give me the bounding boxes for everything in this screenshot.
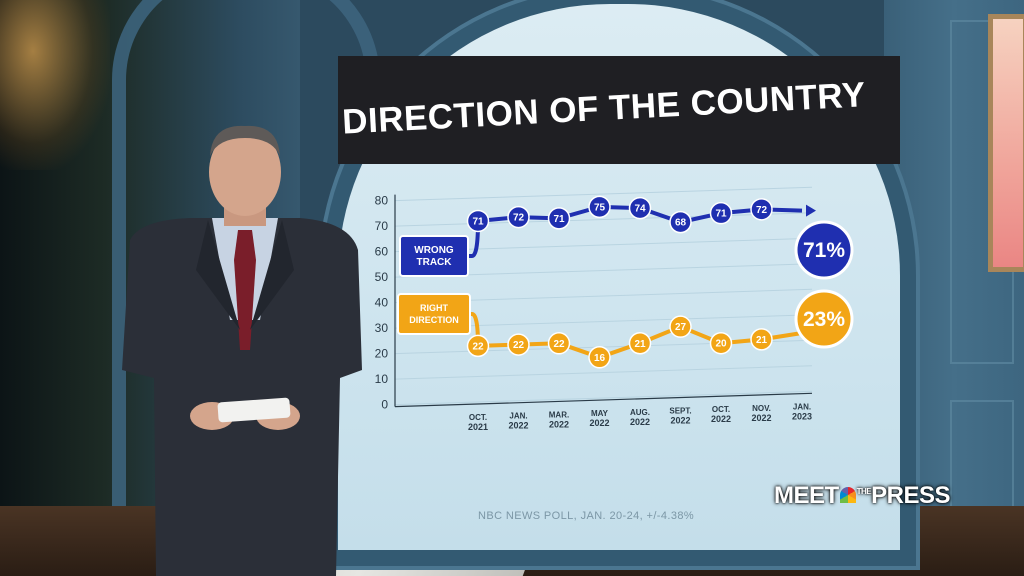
legend-label: RIGHT DIRECTION (409, 303, 459, 325)
title-bar (338, 56, 900, 164)
legend-box (399, 235, 469, 277)
data-point (750, 328, 773, 351)
presenter-hair (210, 125, 280, 156)
data-point (466, 209, 490, 233)
final-value-circle (794, 220, 854, 280)
data-point (547, 332, 571, 355)
final-value-label: 23% (803, 308, 845, 331)
presenter-suit (122, 218, 362, 576)
series-arrow (806, 204, 816, 217)
y-tick-label: 0 (381, 398, 388, 412)
data-point (669, 315, 692, 338)
data-point (507, 333, 530, 356)
presenter (122, 125, 362, 576)
presenter-lapel (196, 220, 240, 330)
data-label: 68 (675, 218, 687, 229)
data-label: 71 (553, 214, 565, 225)
data-label: 74 (634, 204, 646, 215)
data-label: 27 (675, 322, 687, 333)
x-tick-label: OCT. 2022 (711, 405, 731, 424)
y-tick-label: 60 (375, 245, 389, 259)
data-label: 20 (715, 339, 727, 350)
gridline (394, 390, 813, 406)
data-point (628, 196, 652, 220)
x-tick-label: SEPT. 2022 (669, 407, 691, 426)
y-tick-label: 50 (375, 270, 389, 284)
y-tick-label: 10 (375, 372, 389, 386)
data-point (588, 195, 611, 219)
data-label: 72 (756, 205, 768, 216)
data-point (669, 210, 692, 234)
x-tick-label: AUG. 2022 (630, 408, 650, 427)
data-label: 22 (513, 340, 525, 351)
final-value-circle (794, 289, 854, 349)
data-point (709, 201, 733, 225)
y-tick-label: 80 (375, 194, 389, 208)
data-point (628, 332, 652, 355)
meet-the-press-logo: MEET THEPRESS (774, 472, 951, 512)
gridline (394, 212, 813, 227)
x-tick-label: NOV. 2022 (751, 404, 771, 423)
logo-text-press: PRESS (871, 482, 951, 509)
data-label: 22 (472, 341, 484, 352)
x-tick-label: OCT. 2021 (468, 413, 488, 432)
presenter-lapel (250, 220, 294, 330)
y-tick-label: 70 (375, 219, 389, 233)
data-label: 21 (634, 339, 646, 350)
x-tick-label: JAN. 2022 (508, 412, 528, 431)
wall-picture-frame (988, 14, 1024, 272)
peacock-icon (839, 486, 856, 503)
x-axis-line (394, 392, 813, 408)
data-point (588, 346, 611, 369)
data-label: 22 (553, 339, 565, 350)
chart-legend: WRONG TRACK RIGHT DIRECTION (397, 235, 471, 335)
presenter-tie (234, 230, 256, 350)
final-value-label: 71% (803, 239, 845, 262)
source-note: NBC NEWS POLL, JAN. 20-24, +/-4.38% (478, 510, 695, 522)
y-tick-label: 40 (375, 296, 389, 310)
y-tick-label: 20 (375, 347, 389, 361)
gridline (394, 186, 813, 202)
data-label: 72 (513, 213, 525, 224)
data-label: 75 (594, 202, 606, 213)
data-label: 16 (594, 353, 606, 364)
data-point (547, 207, 571, 230)
data-label: 71 (472, 216, 484, 227)
data-point (507, 205, 530, 229)
chart-series: 71 72 71 75 74 68 71 72 71% 22 22 22 16 21 27 20 21 23% (466, 195, 854, 369)
y-axis: 0 10 20 30 40 50 60 70 80 (375, 194, 396, 412)
data-point (466, 334, 490, 358)
logo-text-the: THE (856, 487, 872, 496)
legend-label: WRONG TRACK (414, 245, 454, 268)
data-label: 21 (756, 335, 768, 346)
gridline (394, 365, 813, 380)
legend-box (397, 293, 471, 335)
y-tick-label: 30 (375, 321, 389, 335)
x-tick-label: MAY 2022 (589, 409, 609, 428)
x-tick-label: MAR. 2022 (549, 410, 569, 429)
x-axis: OCT. 2021 JAN. 2022 MAR. 2022 MAY 2022 AUG. 2022 S… (394, 392, 813, 432)
data-point (709, 331, 733, 355)
presenter-head (209, 128, 281, 216)
x-tick-label: JAN. 2023 (792, 403, 812, 422)
data-point (750, 198, 773, 221)
logo-text-meet: MEET (774, 482, 839, 509)
notecards (217, 397, 291, 423)
data-label: 71 (715, 209, 727, 220)
studio-lighting (0, 0, 110, 170)
